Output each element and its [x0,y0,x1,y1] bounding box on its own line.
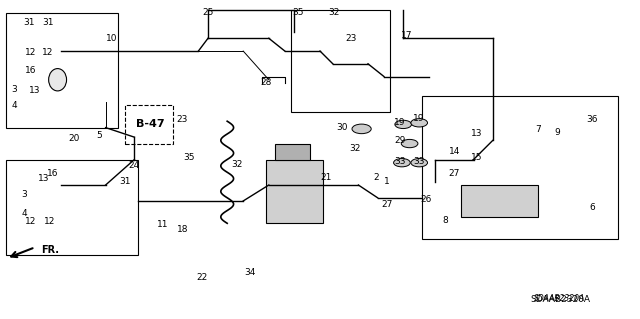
Text: 32: 32 [349,144,361,153]
Text: 32: 32 [328,8,340,17]
Bar [461,185,538,217]
Text: 3: 3 [12,85,17,94]
Text: 24: 24 [129,161,140,170]
Text: 8: 8 [442,216,447,225]
Text: SDAAB2320A: SDAAB2320A [534,294,586,303]
Bar [6,13,118,128]
Circle shape [394,159,410,167]
Ellipse shape [49,69,67,91]
Text: 34: 34 [244,268,255,277]
Text: 30: 30 [337,123,348,132]
Text: 4: 4 [22,209,27,218]
Text: 7: 7 [535,125,540,134]
Text: 1: 1 [385,177,390,186]
Text: 32: 32 [231,160,243,169]
Text: 12: 12 [42,48,54,57]
Text: 11: 11 [157,220,169,229]
Text: 4: 4 [12,101,17,110]
Text: 17: 17 [401,31,412,40]
Text: B-47: B-47 [136,119,164,130]
Text: 15: 15 [471,153,483,162]
Circle shape [411,119,428,127]
Text: 16: 16 [47,169,58,178]
Text: 23: 23 [177,115,188,124]
Bar [6,160,138,255]
Text: 35: 35 [183,153,195,162]
Bar [422,96,618,239]
Text: 27: 27 [449,169,460,178]
Text: 6: 6 [589,203,595,212]
Text: 3: 3 [22,190,27,199]
Text: 19: 19 [394,118,406,127]
Text: 36: 36 [586,115,598,124]
Text: 2: 2 [374,173,379,182]
Bar [275,144,310,160]
Text: 31: 31 [42,18,54,27]
Text: SDAAB2320A: SDAAB2320A [530,295,590,304]
Text: 35: 35 [292,8,303,17]
Text: 13: 13 [29,86,41,95]
Text: 22: 22 [196,273,207,282]
Text: 12: 12 [44,217,56,226]
Text: 31: 31 [119,177,131,186]
Text: 21: 21 [321,173,332,182]
Circle shape [401,139,418,148]
Text: 18: 18 [177,225,188,234]
Text: FR.: FR. [42,245,60,256]
Text: 5: 5 [97,131,102,140]
Circle shape [352,124,371,134]
Text: 13: 13 [38,174,49,183]
Text: 10: 10 [106,34,118,43]
Text: 33: 33 [394,157,406,166]
Bar [125,105,173,144]
Text: 23: 23 [345,34,356,43]
Text: 19: 19 [413,114,425,122]
Text: 31: 31 [23,18,35,27]
Text: 12: 12 [25,217,36,226]
Text: 33: 33 [413,157,425,166]
Bar [266,160,323,223]
Text: 13: 13 [471,130,483,138]
Text: 9: 9 [554,128,559,137]
Text: 12: 12 [25,48,36,57]
Bar [291,10,390,112]
Text: 20: 20 [68,134,79,143]
Circle shape [395,120,412,129]
Text: 28: 28 [260,78,271,87]
Text: 27: 27 [381,200,393,209]
Text: 25: 25 [202,8,214,17]
Text: 26: 26 [420,195,431,204]
Text: 14: 14 [449,147,460,156]
Circle shape [411,159,428,167]
Text: 29: 29 [394,136,406,145]
Text: 16: 16 [25,66,36,75]
